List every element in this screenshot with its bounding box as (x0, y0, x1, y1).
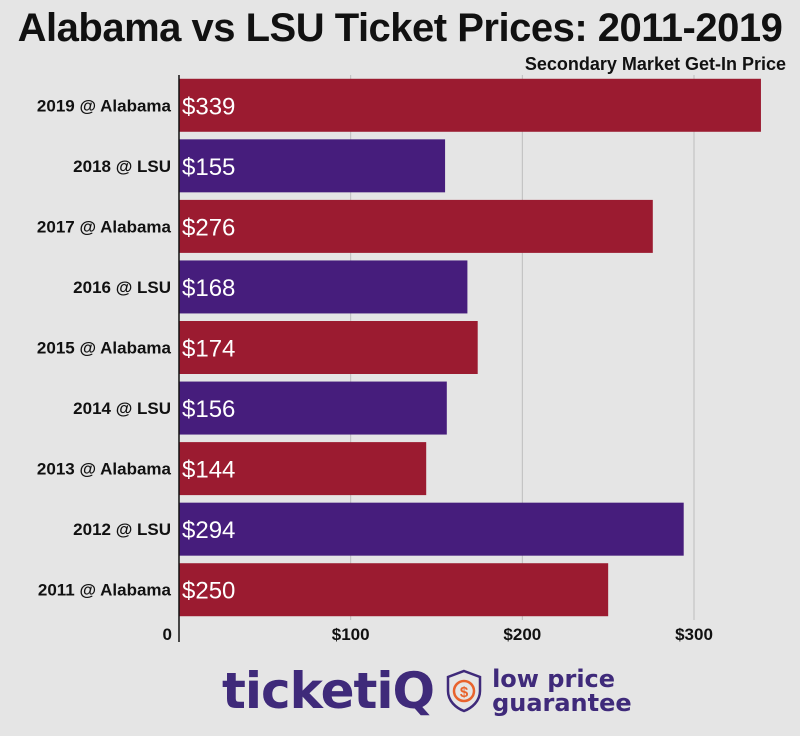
bar-4 (179, 321, 478, 374)
bar-value-label-4: $174 (182, 336, 235, 363)
logo-brand-text: ticketi (222, 662, 394, 720)
chart-subtitle: Secondary Market Get-In Price (524, 54, 786, 74)
x-tick-label-100: $100 (332, 625, 370, 644)
category-label-8: 2011 @ Alabama (38, 581, 172, 600)
bar-chart: $339 2019 @ Alabama $155 2018 @ LSU $276 2017… (37, 75, 761, 644)
bar-5 (179, 381, 447, 435)
category-label-4: 2015 @ Alabama (37, 339, 172, 358)
bar-value-label-2: $276 (182, 214, 235, 241)
category-label-5: 2014 @ LSU (73, 399, 171, 418)
bar-8 (179, 563, 609, 617)
bar-value-label-5: $156 (182, 396, 235, 423)
bar-7 (179, 502, 684, 556)
category-label-1: 2018 @ LSU (73, 157, 171, 176)
category-label-2: 2017 @ Alabama (37, 217, 172, 236)
bar-value-label-7: $294 (182, 517, 235, 544)
logo-brand-q: Q (392, 662, 436, 720)
x-tick-label-300: $300 (675, 625, 713, 644)
bar-value-label-1: $155 (182, 154, 235, 181)
logo-slogan: low price guarantee (492, 667, 632, 715)
bar-6 (179, 442, 427, 496)
ticketiq-logo: ticketiQ $ low price guarantee (222, 660, 632, 722)
slogan-line-2: guarantee (492, 689, 632, 717)
bar-value-label-6: $144 (182, 457, 235, 484)
category-label-3: 2016 @ LSU (73, 278, 171, 297)
slogan-line-1: low price (492, 665, 616, 693)
bar-value-label-0: $339 (182, 93, 235, 120)
bar-2 (179, 199, 653, 253)
x-tick-label-0: 0 (163, 625, 172, 644)
x-tick-label-200: $200 (503, 625, 541, 644)
logo-wordmark: ticketiQ (222, 666, 435, 716)
bar-3 (179, 260, 468, 314)
badge-dollar-sign: $ (460, 684, 469, 701)
chart-title: Alabama vs LSU Ticket Prices: 2011-2019 (17, 6, 783, 50)
bar-0 (179, 78, 761, 132)
category-label-0: 2019 @ Alabama (37, 96, 172, 115)
category-label-6: 2013 @ Alabama (37, 460, 172, 479)
category-label-7: 2012 @ LSU (73, 520, 171, 539)
bar-value-label-8: $250 (182, 578, 235, 605)
bar-value-label-3: $168 (182, 275, 235, 302)
bar-1 (179, 139, 446, 193)
price-shield-icon: $ (446, 669, 482, 713)
